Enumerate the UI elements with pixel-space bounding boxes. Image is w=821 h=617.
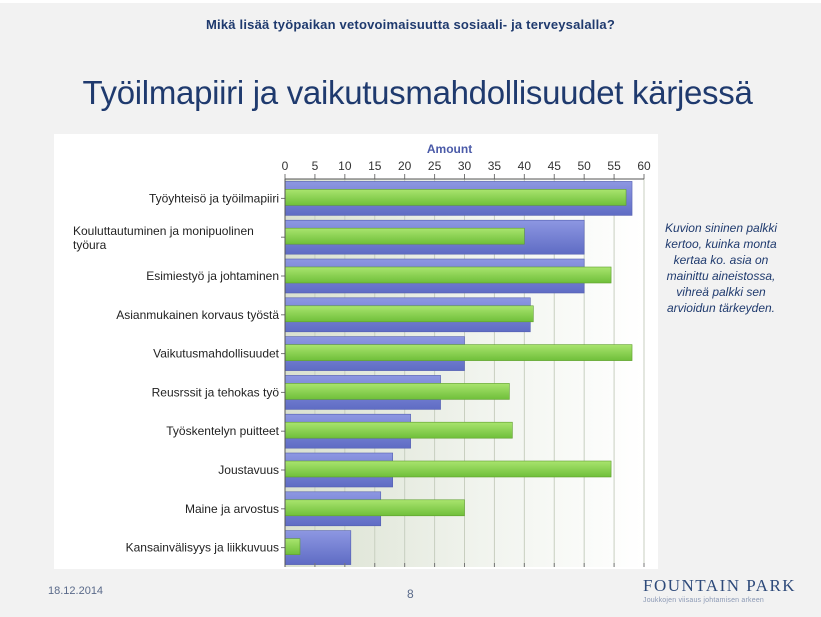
bar-green xyxy=(284,305,534,323)
header-title: Mikä lisää työpaikan vetovoimaisuutta so… xyxy=(206,17,615,32)
chart-explanation-note: Kuvion sininen palkki kertoo, kuinka mon… xyxy=(664,221,778,315)
x-tick-label: 20 xyxy=(398,159,412,173)
x-tick-label: 50 xyxy=(577,159,591,173)
logo-name: FOUNTAIN PARK xyxy=(643,576,797,595)
x-tick-label: 10 xyxy=(338,159,352,173)
category-label: Joustavuus xyxy=(218,463,279,477)
axes xyxy=(281,174,645,567)
category-label: Asianmukainen korvaus työstä xyxy=(116,308,279,322)
bar-green xyxy=(284,460,612,478)
x-tick-label: 55 xyxy=(607,159,621,173)
bar-green xyxy=(284,421,513,439)
bar-green xyxy=(284,344,633,361)
x-tick-label: 60 xyxy=(637,159,651,173)
bar-green xyxy=(284,227,525,245)
category-label: Kansainvälisyys ja liikkuvuus xyxy=(126,541,279,555)
fountain-park-logo: FOUNTAIN PARK Joukkojen viisaus johtamis… xyxy=(643,576,803,604)
page-title: Työilmapiiri ja vaikutusmahdollisuudet k… xyxy=(82,74,753,111)
bar-green xyxy=(284,189,627,206)
logo-tagline: Joukkojen viisaus johtamisen arkeen xyxy=(643,597,765,604)
x-tick-label: 35 xyxy=(488,159,502,173)
x-tick-label: 45 xyxy=(548,159,562,173)
x-tick-label: 0 xyxy=(282,159,289,173)
footer-date: 18.12.2014 xyxy=(48,585,104,597)
category-label-line2: työura xyxy=(73,238,107,252)
bar-green xyxy=(284,538,301,555)
page-number: 8 xyxy=(407,587,414,601)
x-tick-label: 15 xyxy=(368,159,382,173)
top-border-line xyxy=(0,0,821,3)
bars xyxy=(284,181,633,565)
x-tick-label: 30 xyxy=(458,159,472,173)
bar-green xyxy=(284,499,465,517)
x-tick-label: 5 xyxy=(312,159,319,173)
category-label: Vaikutusmahdollisuudet xyxy=(153,347,280,361)
category-label: Reusrssit ja tehokas työ xyxy=(152,385,280,399)
category-label: Kouluttautuminen ja monipuolinen xyxy=(73,224,254,238)
x-tick-label: 40 xyxy=(518,159,532,173)
bar-chart-panel: 0 5 10 15 20 25 30 35 40 45 50 55 60 Amount Työyhteisö… xyxy=(54,134,658,569)
bar-green xyxy=(284,266,612,284)
category-label: Maine ja arvostus xyxy=(185,502,279,516)
labels: 0 5 10 15 20 25 30 35 40 45 50 55 60 Amount Työyhteisö… xyxy=(73,142,651,555)
x-axis-title: Amount xyxy=(427,142,472,156)
category-label: Esimiestyö ja johtaminen xyxy=(146,269,279,283)
bar-chart: 0 5 10 15 20 25 30 35 40 45 50 55 60 Amount Työyhteisö… xyxy=(73,142,651,567)
bar-green xyxy=(284,383,510,400)
category-label: Työskentelyn puitteet xyxy=(166,424,279,438)
category-label: Työyhteisö ja työilmapiiri xyxy=(149,191,279,205)
x-tick-label: 25 xyxy=(428,159,442,173)
